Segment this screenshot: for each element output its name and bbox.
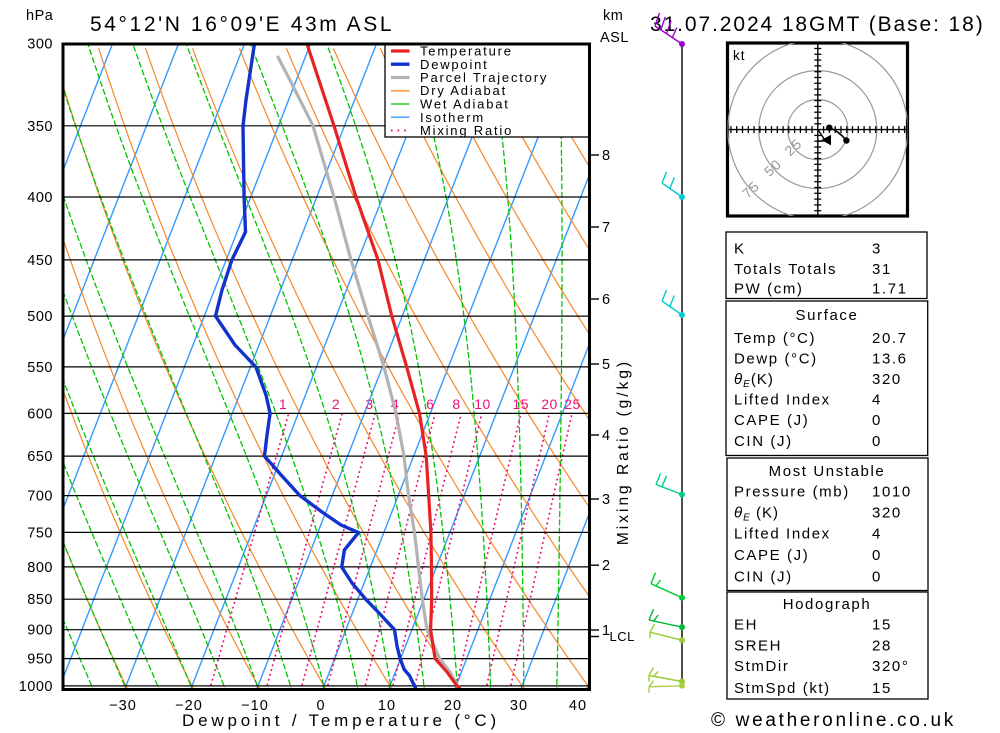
svg-text:350: 350 bbox=[27, 119, 53, 135]
svg-text:10: 10 bbox=[474, 396, 491, 412]
svg-text:1.71: 1.71 bbox=[872, 280, 908, 297]
svg-text:7: 7 bbox=[602, 220, 611, 236]
svg-text:© weatheronline.co.uk: © weatheronline.co.uk bbox=[711, 710, 956, 731]
svg-text:StmSpd (kt): StmSpd (kt) bbox=[734, 680, 831, 697]
svg-text:0: 0 bbox=[872, 433, 882, 450]
svg-text:Temp (°C): Temp (°C) bbox=[734, 330, 816, 347]
svg-text:550: 550 bbox=[27, 360, 53, 376]
svg-text:13.6: 13.6 bbox=[872, 350, 908, 367]
svg-text:8: 8 bbox=[452, 396, 460, 412]
svg-text:Mixing Ratio (g/kg): Mixing Ratio (g/kg) bbox=[615, 359, 632, 545]
svg-text:450: 450 bbox=[27, 253, 53, 269]
svg-text:650: 650 bbox=[27, 449, 53, 465]
svg-text:Totals Totals: Totals Totals bbox=[734, 261, 837, 278]
svg-text:kt: kt bbox=[733, 48, 746, 63]
svg-text:20.7: 20.7 bbox=[872, 330, 908, 347]
svg-text:1: 1 bbox=[279, 396, 287, 412]
svg-text:800: 800 bbox=[27, 560, 53, 576]
svg-text:CIN (J): CIN (J) bbox=[734, 569, 793, 586]
svg-text:0: 0 bbox=[872, 569, 882, 586]
svg-text:40: 40 bbox=[569, 698, 587, 714]
svg-text:4: 4 bbox=[872, 526, 882, 543]
svg-text:900: 900 bbox=[27, 623, 53, 639]
svg-text:320°: 320° bbox=[872, 658, 909, 675]
svg-text:8: 8 bbox=[602, 148, 611, 164]
svg-text:LCL: LCL bbox=[610, 629, 635, 644]
svg-text:1000: 1000 bbox=[19, 679, 53, 695]
svg-text:CAPE (J): CAPE (J) bbox=[734, 412, 809, 429]
svg-text:km: km bbox=[603, 8, 623, 24]
svg-text:3: 3 bbox=[365, 396, 373, 412]
svg-text:−30: −30 bbox=[109, 698, 137, 714]
svg-text:Pressure (mb): Pressure (mb) bbox=[734, 484, 850, 501]
svg-text:6: 6 bbox=[426, 396, 434, 412]
svg-text:4: 4 bbox=[872, 391, 882, 408]
svg-text:−20: −20 bbox=[175, 698, 203, 714]
svg-text:20: 20 bbox=[541, 396, 558, 412]
svg-text:0: 0 bbox=[872, 547, 882, 564]
svg-text:Isotherm: Isotherm bbox=[420, 110, 485, 125]
svg-text:Surface: Surface bbox=[796, 307, 859, 324]
svg-text:28: 28 bbox=[872, 638, 892, 655]
svg-text:Dewp (°C): Dewp (°C) bbox=[734, 350, 818, 367]
svg-text:Lifted Index: Lifted Index bbox=[734, 526, 831, 543]
svg-text:31: 31 bbox=[872, 261, 892, 278]
svg-text:5: 5 bbox=[602, 357, 611, 373]
svg-text:PW (cm): PW (cm) bbox=[734, 280, 804, 297]
svg-text:2: 2 bbox=[602, 558, 611, 574]
svg-text:320: 320 bbox=[872, 371, 902, 388]
svg-text:4: 4 bbox=[602, 428, 611, 444]
svg-text:300: 300 bbox=[27, 37, 53, 53]
svg-text:Wet Adiabat: Wet Adiabat bbox=[420, 97, 510, 112]
svg-text:θE (K): θE (K) bbox=[734, 505, 779, 524]
svg-text:30: 30 bbox=[510, 698, 528, 714]
svg-text:K: K bbox=[734, 241, 746, 258]
svg-text:15: 15 bbox=[872, 617, 892, 634]
svg-text:Most Unstable: Most Unstable bbox=[769, 463, 886, 480]
svg-text:31.07.2024 18GMT (Base: 18): 31.07.2024 18GMT (Base: 18) bbox=[650, 13, 985, 36]
svg-text:1: 1 bbox=[602, 623, 611, 639]
svg-text:Temperature: Temperature bbox=[420, 44, 513, 59]
svg-text:6: 6 bbox=[602, 292, 611, 308]
svg-text:320: 320 bbox=[872, 505, 902, 522]
svg-text:Parcel Trajectory: Parcel Trajectory bbox=[420, 70, 548, 85]
svg-text:EH: EH bbox=[734, 617, 758, 634]
svg-text:Dewpoint: Dewpoint bbox=[420, 57, 489, 72]
svg-text:400: 400 bbox=[27, 190, 53, 206]
svg-text:StmDir: StmDir bbox=[734, 658, 789, 675]
svg-text:0: 0 bbox=[316, 698, 325, 714]
svg-text:CAPE (J): CAPE (J) bbox=[734, 547, 809, 564]
svg-text:Lifted Index: Lifted Index bbox=[734, 391, 831, 408]
svg-text:700: 700 bbox=[27, 489, 53, 505]
svg-text:20: 20 bbox=[444, 698, 462, 714]
svg-text:54°12'N 16°09'E 43m ASL: 54°12'N 16°09'E 43m ASL bbox=[90, 13, 394, 36]
svg-text:0: 0 bbox=[872, 412, 882, 429]
svg-text:500: 500 bbox=[27, 309, 53, 325]
svg-text:10: 10 bbox=[378, 698, 396, 714]
svg-text:Dewpoint / Temperature (°C): Dewpoint / Temperature (°C) bbox=[182, 711, 500, 730]
svg-text:3: 3 bbox=[602, 492, 611, 508]
svg-text:25: 25 bbox=[564, 396, 581, 412]
svg-text:850: 850 bbox=[27, 592, 53, 608]
svg-text:hPa: hPa bbox=[26, 8, 54, 24]
svg-text:2: 2 bbox=[332, 396, 340, 412]
svg-text:750: 750 bbox=[27, 525, 53, 541]
svg-text:−10: −10 bbox=[241, 698, 269, 714]
svg-text:15: 15 bbox=[513, 396, 530, 412]
svg-text:950: 950 bbox=[27, 652, 53, 668]
svg-text:600: 600 bbox=[27, 406, 53, 422]
svg-text:Hodograph: Hodograph bbox=[783, 596, 872, 613]
svg-text:3: 3 bbox=[872, 241, 882, 258]
svg-text:CIN (J): CIN (J) bbox=[734, 433, 793, 450]
svg-text:SREH: SREH bbox=[734, 638, 782, 655]
svg-text:15: 15 bbox=[872, 680, 892, 697]
svg-text:Dry Adiabat: Dry Adiabat bbox=[420, 83, 507, 98]
svg-text:1010: 1010 bbox=[872, 484, 912, 501]
svg-text:ASL: ASL bbox=[600, 30, 629, 46]
svg-text:Mixing Ratio: Mixing Ratio bbox=[420, 123, 513, 138]
svg-text:θE(K): θE(K) bbox=[734, 371, 774, 390]
